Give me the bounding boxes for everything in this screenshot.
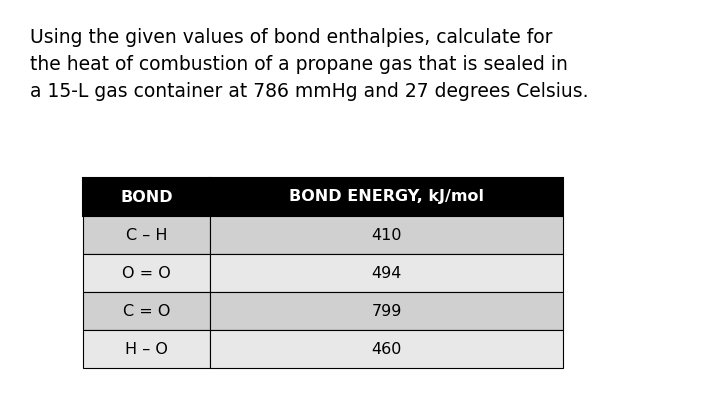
Text: Using the given values of bond enthalpies, calculate for
the heat of combustion : Using the given values of bond enthalpie… [30,28,588,100]
Text: O = O: O = O [122,266,171,281]
Text: 799: 799 [372,303,402,318]
Text: 460: 460 [372,341,402,356]
FancyBboxPatch shape [83,330,210,368]
Text: H – O: H – O [125,341,168,356]
FancyBboxPatch shape [210,254,563,292]
FancyBboxPatch shape [210,178,563,216]
Text: 494: 494 [372,266,402,281]
Text: C = O: C = O [123,303,171,318]
Text: BOND ENERGY, kJ/mol: BOND ENERGY, kJ/mol [289,190,484,205]
FancyBboxPatch shape [83,178,210,216]
FancyBboxPatch shape [210,216,563,254]
Text: 410: 410 [372,228,402,243]
FancyBboxPatch shape [83,216,210,254]
FancyBboxPatch shape [83,254,210,292]
Text: BOND: BOND [120,190,173,205]
Text: C – H: C – H [126,228,167,243]
FancyBboxPatch shape [83,292,210,330]
FancyBboxPatch shape [210,292,563,330]
FancyBboxPatch shape [210,330,563,368]
